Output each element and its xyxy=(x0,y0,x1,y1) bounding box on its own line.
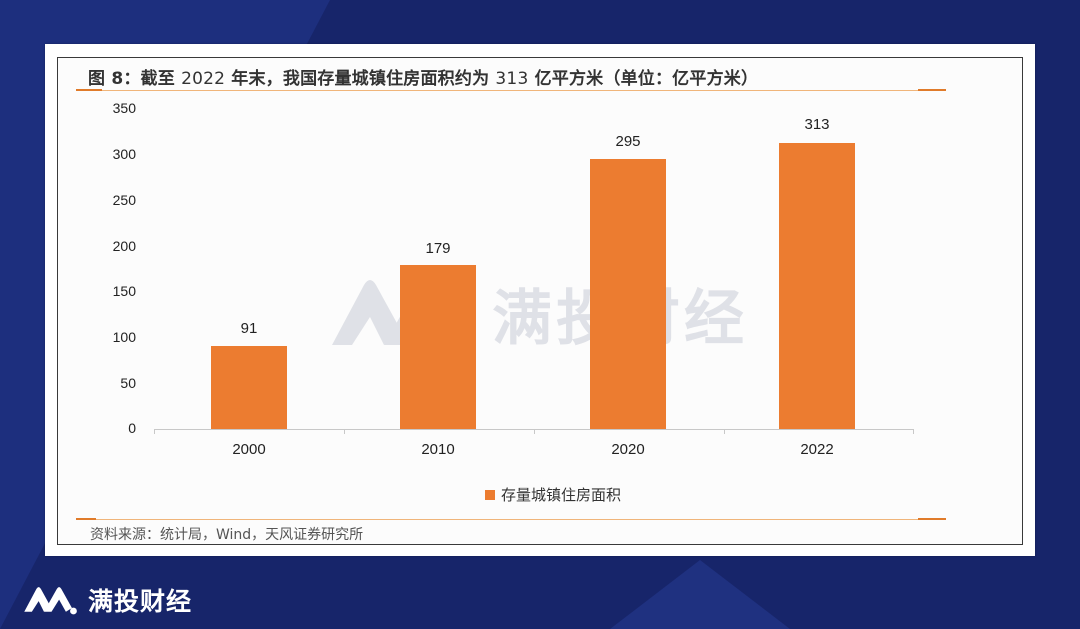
source-rule-accent xyxy=(76,518,96,520)
title-rule-accent xyxy=(918,89,946,91)
y-tick-label: 300 xyxy=(112,146,136,162)
x-axis-tick xyxy=(344,429,345,434)
source-rule-accent xyxy=(918,518,946,520)
background-shape xyxy=(610,560,790,629)
legend-label: 存量城镇住房面积 xyxy=(501,486,622,504)
source-note: 资料来源：统计局，Wind，天风证券研究所 xyxy=(90,527,364,543)
y-tick-label: 250 xyxy=(112,192,136,208)
chart-card: 图 8：截至 2022 年末，我国存量城镇住房面积约为 313 亿平方米（单位：… xyxy=(45,44,1035,556)
x-tick-label: 2022 xyxy=(800,441,834,458)
title-suffix: 亿平方米（单位：亿平方米） xyxy=(528,69,759,89)
title-middle: 年末，我国存量城镇住房面积约为 xyxy=(225,69,496,89)
x-axis-tick xyxy=(154,429,155,434)
y-tick-label: 350 xyxy=(112,100,136,116)
chart-legend: 存量城镇住房面积 xyxy=(485,484,621,505)
chart-title: 图 8：截至 2022 年末，我国存量城镇住房面积约为 313 亿平方米（单位：… xyxy=(88,64,758,89)
bar-value-label: 91 xyxy=(240,320,258,337)
y-tick-label: 0 xyxy=(128,420,136,436)
bar-value-label: 179 xyxy=(425,240,451,257)
y-tick-label: 200 xyxy=(112,238,136,254)
footer-brand: 满投财经 xyxy=(22,582,192,618)
title-rule-accent xyxy=(76,89,102,91)
bar-value-label: 313 xyxy=(804,116,830,133)
bar-chart: 350 300 250 200 150 100 50 0 91 179 295 … xyxy=(58,58,1022,544)
mantou-logo-icon xyxy=(24,587,77,615)
x-axis-tick xyxy=(534,429,535,434)
title-rule xyxy=(76,89,946,91)
x-axis-tick xyxy=(913,429,914,434)
title-value: 313 xyxy=(495,69,529,89)
chart-frame: 图 8：截至 2022 年末，我国存量城镇住房面积约为 313 亿平方米（单位：… xyxy=(57,57,1023,545)
bar-2010 xyxy=(400,265,476,429)
bar-2000 xyxy=(211,346,287,429)
footer-brand-text: 满投财经 xyxy=(88,587,193,616)
bar-2022 xyxy=(779,143,855,429)
bar-value-label: 295 xyxy=(615,133,641,150)
source-rule xyxy=(76,518,946,520)
x-tick-label: 2010 xyxy=(421,441,455,458)
x-tick-label: 2000 xyxy=(232,441,266,458)
y-tick-label: 50 xyxy=(120,375,136,391)
x-axis-tick xyxy=(724,429,725,434)
x-tick-label: 2020 xyxy=(611,441,645,458)
bar-2020 xyxy=(590,159,666,429)
y-tick-label: 150 xyxy=(112,283,136,299)
title-year: 2022 xyxy=(181,69,226,89)
title-prefix: 图 8：截至 xyxy=(88,69,182,89)
legend-swatch xyxy=(485,489,495,500)
y-tick-label: 100 xyxy=(112,329,136,345)
